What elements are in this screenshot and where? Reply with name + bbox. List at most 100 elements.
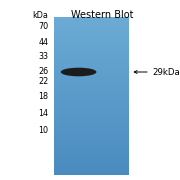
Bar	[54, 100, 129, 101]
Bar	[54, 105, 129, 106]
Text: 26: 26	[38, 67, 48, 76]
Bar	[54, 165, 129, 166]
Bar	[54, 119, 129, 120]
Bar	[54, 111, 129, 112]
Bar	[54, 169, 129, 170]
Bar	[54, 89, 129, 90]
Bar	[54, 87, 129, 88]
Text: 14: 14	[38, 109, 48, 118]
Bar	[54, 88, 129, 89]
Bar	[54, 35, 129, 36]
Bar	[54, 107, 129, 108]
Bar	[54, 141, 129, 143]
Bar	[54, 127, 129, 128]
Bar	[54, 23, 129, 24]
Bar	[54, 118, 129, 119]
Bar	[54, 66, 129, 67]
Ellipse shape	[61, 68, 96, 76]
Bar	[54, 82, 129, 84]
Text: kDa: kDa	[32, 11, 48, 20]
Bar	[54, 72, 129, 73]
Bar	[54, 44, 129, 46]
Bar	[54, 34, 129, 35]
Bar	[54, 166, 129, 167]
Bar	[54, 138, 129, 140]
Bar	[54, 156, 129, 157]
Bar	[54, 101, 129, 102]
Bar	[54, 85, 129, 86]
Bar	[54, 48, 129, 49]
Bar	[54, 134, 129, 135]
Bar	[54, 62, 129, 63]
Bar	[54, 86, 129, 87]
Bar	[54, 94, 129, 95]
Bar	[54, 39, 129, 40]
Bar	[54, 155, 129, 156]
Bar	[54, 70, 129, 71]
Bar	[54, 161, 129, 162]
Bar	[54, 123, 129, 124]
Bar	[54, 128, 129, 129]
Bar	[54, 164, 129, 165]
Bar	[54, 21, 129, 22]
Bar	[54, 56, 129, 57]
Bar	[54, 126, 129, 127]
Bar	[54, 63, 129, 64]
Bar	[54, 109, 129, 110]
Bar	[54, 42, 129, 43]
Bar	[54, 174, 129, 175]
Bar	[54, 146, 129, 147]
Bar	[54, 28, 129, 29]
Bar	[54, 131, 129, 132]
Bar	[54, 33, 129, 34]
Bar	[54, 124, 129, 125]
Bar	[54, 67, 129, 68]
Bar	[54, 159, 129, 161]
Bar	[54, 122, 129, 123]
Bar	[54, 79, 129, 80]
Bar	[54, 93, 129, 94]
Bar	[54, 143, 129, 144]
Bar	[54, 53, 129, 54]
Bar	[54, 78, 129, 79]
Bar	[54, 140, 129, 141]
Bar	[54, 29, 129, 30]
Text: 22: 22	[38, 77, 48, 86]
Bar	[54, 18, 129, 19]
Bar	[54, 116, 129, 117]
Bar	[54, 154, 129, 155]
Bar	[54, 113, 129, 114]
Bar	[54, 168, 129, 169]
Bar	[54, 50, 129, 51]
Bar	[54, 147, 129, 148]
Text: 29kDa: 29kDa	[134, 68, 180, 76]
Bar	[54, 32, 129, 33]
Bar	[54, 91, 129, 92]
Bar	[54, 114, 129, 115]
Bar	[54, 81, 129, 82]
Bar	[54, 90, 129, 91]
Bar	[54, 162, 129, 163]
Bar	[54, 163, 129, 164]
Bar	[54, 43, 129, 44]
Bar	[54, 153, 129, 154]
Bar	[54, 25, 129, 26]
Bar	[54, 37, 129, 38]
Bar	[54, 112, 129, 113]
Bar	[54, 129, 129, 130]
Text: 44: 44	[38, 38, 48, 47]
Bar	[54, 157, 129, 158]
Text: Western Blot: Western Blot	[71, 10, 133, 20]
Bar	[54, 99, 129, 100]
Bar	[54, 115, 129, 116]
Bar	[54, 151, 129, 152]
Bar	[54, 46, 129, 48]
Bar	[54, 41, 129, 42]
Bar	[54, 76, 129, 77]
Bar	[54, 152, 129, 153]
Text: 33: 33	[38, 52, 48, 61]
Bar	[54, 103, 129, 105]
Bar	[54, 57, 129, 58]
Bar	[54, 171, 129, 172]
Bar	[54, 73, 129, 74]
